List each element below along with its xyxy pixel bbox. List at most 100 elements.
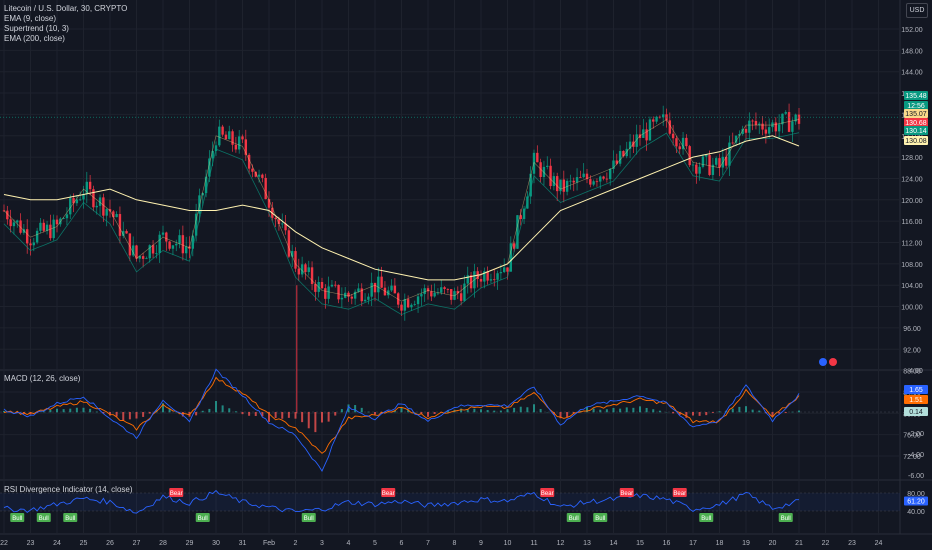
price-axis[interactable]: 152.00148.00144.00140.00136.00132.00128.… — [901, 27, 928, 516]
candle-body — [751, 120, 754, 122]
rsi-pane[interactable]: Bull Bull Bull Bear Bull Bull Bear Bear Bull Bull… — [0, 488, 900, 522]
macd-hist-bar — [639, 406, 641, 413]
price-pane[interactable] — [0, 103, 900, 414]
time-tick-label: 23 — [27, 540, 35, 547]
macd-hist-bar — [287, 412, 290, 418]
time-tick-label: 27 — [133, 540, 141, 547]
lightning-icon[interactable] — [819, 358, 827, 366]
candle-body — [791, 121, 794, 132]
macd-hist-bar — [380, 412, 383, 414]
candle-body — [241, 136, 244, 140]
candle-body — [489, 279, 493, 281]
candle-body — [324, 288, 327, 299]
macd-hist-bar — [215, 401, 217, 413]
flag-icon[interactable] — [829, 358, 837, 366]
rsi-title[interactable]: RSI Divergence Indicator (14, close) — [4, 485, 133, 494]
price-label: 135.07 — [905, 111, 927, 118]
candle-body — [562, 179, 566, 192]
candle-body — [112, 211, 115, 218]
price-label: 135.48 — [905, 93, 927, 100]
macd-hist-bar — [652, 409, 655, 413]
candle-body — [671, 133, 675, 139]
macd-hist-bar — [327, 412, 330, 422]
candle-body — [681, 137, 685, 150]
candle-body — [575, 177, 579, 183]
candle-body — [714, 158, 718, 165]
macd-hist-bar — [446, 410, 449, 413]
symbol-title[interactable]: Litecoin / U.S. Dollar, 30, CRYPTO — [4, 4, 128, 13]
macd-hist-bar — [592, 408, 595, 413]
macd-pane[interactable] — [0, 368, 900, 472]
bull-marker-label: Bull — [701, 516, 711, 522]
indicator-ema9[interactable]: EMA (9, close) — [4, 14, 57, 23]
candle-body — [552, 176, 556, 187]
candle-body — [701, 156, 705, 167]
macd-hist-bar — [758, 410, 761, 413]
macd-hist-bar — [672, 412, 675, 414]
candle-body — [678, 146, 681, 150]
macd-hist-bar — [599, 409, 602, 413]
bear-marker-label: Bear — [170, 491, 183, 497]
bull-marker — [778, 513, 793, 522]
bull-marker — [699, 513, 714, 522]
candle-body — [314, 284, 317, 292]
candle-body — [211, 150, 214, 159]
candle-body — [135, 245, 138, 259]
candle-body — [459, 293, 463, 301]
price-tick-label: 148.00 — [901, 48, 923, 55]
time-axis[interactable]: 22 23 24 25 26 27 28 29 30 31 Feb 2 3 4 5 6 7 8 9 10 11 12 13 1… — [0, 540, 882, 547]
candle-body — [559, 179, 562, 192]
alert-icons[interactable] — [819, 358, 837, 366]
price-tick-label: 112.00 — [902, 241, 923, 248]
candle-body — [380, 276, 383, 288]
macd-hist-bar — [208, 408, 211, 413]
indicator-ema200[interactable]: EMA (200, close) — [4, 34, 65, 43]
time-tick-label: 25 — [80, 540, 88, 547]
bear-marker — [540, 488, 555, 497]
candle-body — [82, 194, 85, 200]
macd-hist-bar — [698, 412, 701, 416]
currency-button[interactable]: USD — [906, 3, 928, 18]
time-tick-label: 16 — [663, 540, 671, 547]
candle-body — [393, 285, 397, 294]
time-tick-label: 26 — [106, 540, 114, 547]
candle-body — [85, 181, 89, 195]
price-tick-label: 104.00 — [901, 283, 923, 290]
candle-body — [572, 180, 575, 183]
macd-hist-bar — [572, 412, 575, 414]
macd-hist-bar — [274, 412, 277, 419]
macd-hist-bar — [142, 412, 145, 417]
candle-body — [204, 176, 208, 194]
price-tick-label: 72.00 — [903, 454, 921, 461]
candle-body — [122, 231, 125, 236]
time-tick-label: 29 — [186, 540, 194, 547]
candle-body — [615, 160, 619, 164]
time-tick-label: 28 — [159, 540, 167, 547]
candle-body — [592, 181, 595, 185]
candle-body — [390, 285, 393, 291]
candle-body — [449, 289, 453, 300]
macd-hist-bar — [102, 412, 105, 414]
macd-label: 0.14 — [909, 409, 923, 416]
candle-body — [767, 127, 771, 134]
candle-body — [512, 243, 516, 249]
macd-hist-bar — [340, 409, 343, 413]
candle-body — [612, 160, 615, 169]
macd-hist-bar — [294, 412, 297, 419]
rsi-line — [3, 489, 799, 514]
candle-body — [234, 144, 238, 150]
indicator-supertrend[interactable]: Supertrend (10, 3) — [4, 24, 69, 33]
candle-body — [287, 230, 291, 257]
macd-title[interactable]: MACD (12, 26, close) — [4, 374, 81, 383]
candle-body — [274, 217, 277, 220]
macd-hist-bar — [49, 409, 52, 413]
candle-body — [400, 304, 403, 311]
macd-hist-bar — [228, 408, 231, 413]
time-tick-label: 22 — [822, 540, 830, 547]
candle-body — [661, 114, 665, 118]
candle-body — [456, 291, 460, 294]
candle-body — [403, 299, 407, 311]
candle-body — [65, 214, 69, 219]
